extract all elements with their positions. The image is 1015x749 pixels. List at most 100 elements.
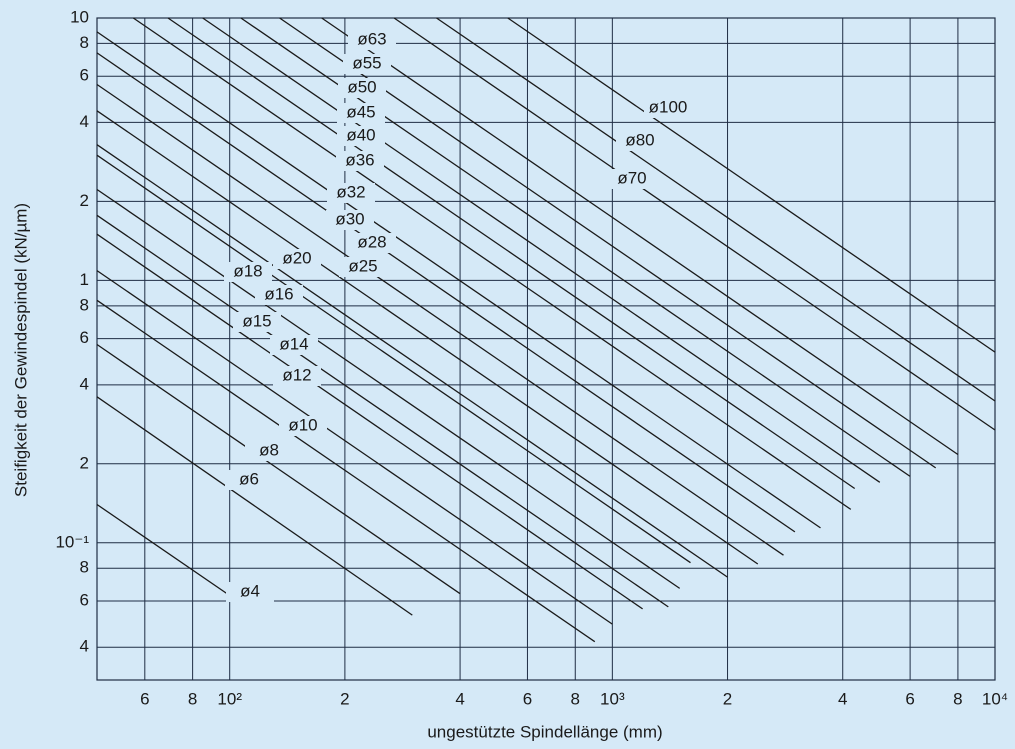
y-tick-label: 8 (80, 558, 89, 577)
y-tick-label: 2 (80, 191, 89, 210)
series-line (96, 52, 796, 533)
series-label: ø16 (264, 284, 293, 303)
y-tick-label: 4 (80, 637, 89, 656)
y-tick-label: 6 (80, 590, 89, 609)
label-gap (337, 103, 385, 123)
label-gap (343, 54, 391, 74)
series-label: ø63 (357, 29, 386, 48)
x-tick-label: 2 (723, 689, 732, 708)
series-label: ø32 (336, 182, 365, 201)
label-gap (339, 257, 387, 277)
label-gap (279, 416, 327, 436)
label-gap (226, 582, 274, 602)
y-tick-label: 6 (80, 328, 89, 347)
series-label: ø45 (346, 102, 375, 121)
label-gap (233, 312, 281, 332)
x-axis-title: ungestützte Spindellänge (mm) (427, 722, 662, 741)
series-line (96, 396, 413, 616)
x-tick-label: 4 (455, 689, 464, 708)
y-tick-label: 6 (80, 66, 89, 85)
series-label: ø4 (240, 581, 260, 600)
series-label: ø6 (239, 469, 259, 488)
series-line (167, 17, 856, 490)
x-tick-label: 6 (523, 689, 532, 708)
x-tick-label: 8 (953, 689, 962, 708)
series-line (393, 17, 996, 431)
label-gap (255, 285, 303, 305)
y-tick-label: 2 (80, 453, 89, 472)
y-tick-label: 4 (80, 374, 89, 393)
x-tick-label: 4 (838, 689, 847, 708)
series-line (96, 154, 691, 564)
label-gap (644, 98, 692, 118)
series-label: ø55 (352, 53, 381, 72)
y-tick-label: 1 (80, 270, 89, 289)
series-label: ø28 (357, 232, 386, 251)
label-gap (338, 78, 386, 98)
series-line (96, 233, 643, 610)
series-line (96, 31, 821, 529)
plot-frame (96, 17, 996, 681)
label-gap (273, 249, 321, 269)
series-label: ø100 (649, 97, 688, 116)
label-gap (348, 30, 396, 50)
label-gap (327, 183, 375, 203)
label-gap (326, 210, 374, 230)
series-label: ø36 (345, 150, 374, 169)
label-gap (273, 366, 321, 386)
series-label: ø10 (288, 415, 317, 434)
series-label: ø20 (282, 248, 311, 267)
series-line (279, 17, 937, 469)
y-tick-label: 10 (70, 7, 89, 26)
label-gap (225, 470, 273, 490)
series-line (96, 188, 681, 589)
x-tick-label: 10⁴ (982, 689, 1008, 708)
label-gap (616, 131, 664, 151)
series-label: ø8 (259, 440, 279, 459)
series-label: ø80 (625, 130, 654, 149)
label-gap (608, 169, 656, 189)
series-label: ø12 (282, 365, 311, 384)
series-line (507, 17, 996, 353)
series-line (436, 17, 996, 402)
y-axis-title: Steifigkeit der Gewindespindel (kN/µm) (11, 203, 30, 497)
label-gap (245, 441, 293, 461)
series-line (96, 144, 728, 578)
x-tick-label: 10² (217, 689, 242, 708)
series-line (96, 503, 231, 597)
series-line (96, 83, 784, 556)
x-tick-label: 8 (571, 689, 580, 708)
series-line (321, 17, 959, 456)
series-line (96, 214, 669, 608)
label-gap (336, 151, 384, 171)
series-line (202, 17, 881, 483)
x-tick-label: 6 (905, 689, 914, 708)
series-label: ø14 (279, 334, 308, 353)
series-label: ø30 (335, 209, 364, 228)
label-gap (224, 262, 272, 282)
x-tick-label: 2 (340, 689, 349, 708)
series-label: ø40 (346, 125, 375, 144)
series-line (132, 17, 852, 510)
series-line (96, 343, 461, 595)
y-tick-label: 10⁻¹ (55, 532, 89, 551)
y-tick-label: 4 (80, 112, 89, 131)
series-label: ø70 (617, 168, 646, 187)
series-line (96, 299, 596, 643)
y-tick-label: 8 (80, 295, 89, 314)
x-tick-label: 10³ (600, 689, 625, 708)
y-tick-label: 8 (80, 33, 89, 52)
series-line (96, 110, 759, 565)
series-label: ø50 (347, 77, 376, 96)
x-tick-label: 6 (140, 689, 149, 708)
series-label: ø15 (242, 311, 271, 330)
label-gap (348, 233, 396, 253)
x-tick-label: 8 (188, 689, 197, 708)
series-label: ø25 (348, 256, 377, 275)
series-line (96, 270, 613, 625)
label-gap (270, 335, 318, 355)
label-gap (337, 126, 385, 146)
